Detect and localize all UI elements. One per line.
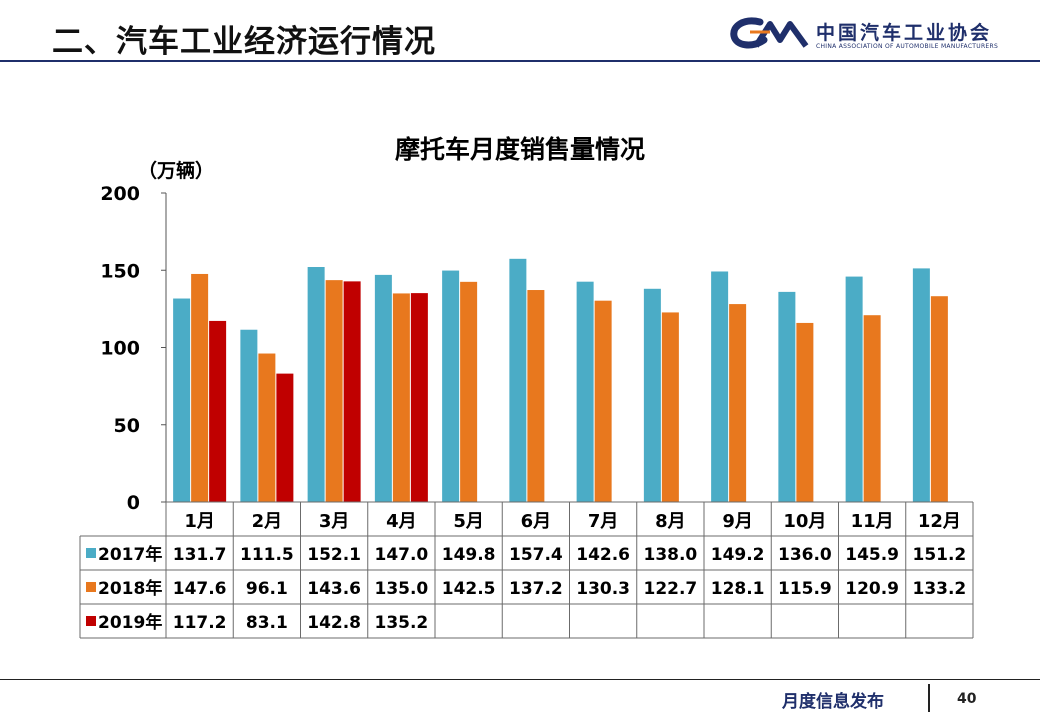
- bar: [912, 268, 930, 502]
- data-label: 135.2: [374, 613, 428, 633]
- logo-subtitle: CHINA ASSOCIATION OF AUTOMOBILE MANUFACT…: [816, 43, 999, 50]
- bar: [594, 300, 612, 502]
- footer-separator: [928, 684, 930, 712]
- y-axis-unit-label: （万辆）: [138, 160, 215, 182]
- y-tick-label: 200: [100, 183, 140, 205]
- data-label: 137.2: [509, 579, 563, 599]
- data-label: 131.7: [173, 545, 227, 565]
- data-label: 152.1: [307, 545, 361, 565]
- bar: [307, 267, 325, 502]
- page-title: 二、汽车工业经济运行情况: [52, 24, 436, 60]
- data-label: 143.6: [307, 579, 361, 599]
- data-label: 115.9: [778, 579, 832, 599]
- data-label: 147.0: [374, 545, 428, 565]
- x-tick-label: 7月: [588, 511, 619, 532]
- caam-logo-icon: [730, 17, 809, 49]
- bar: [173, 298, 191, 502]
- y-tick-label: 50: [114, 415, 140, 437]
- x-tick-label: 3月: [319, 511, 350, 532]
- bar: [258, 353, 276, 502]
- y-tick-label: 100: [100, 338, 140, 360]
- data-label: 142.6: [576, 545, 630, 565]
- bar: [509, 258, 527, 502]
- data-label: 151.2: [912, 545, 966, 565]
- sales-chart: 0 50 100 150 200 1月 2月 3月 4月 5月 6月 7月 8月 9月 10月 11月 12月 2…: [79, 183, 974, 639]
- data-label: 157.4: [509, 545, 563, 565]
- bar: [845, 276, 863, 502]
- bar: [325, 280, 343, 502]
- data-label: 133.2: [912, 579, 966, 599]
- x-tick-label: 6月: [521, 511, 552, 532]
- data-label: 117.2: [173, 613, 227, 633]
- bar: [392, 293, 410, 502]
- bar: [643, 288, 661, 502]
- legend-swatch: [86, 616, 96, 626]
- x-tick-label: 9月: [722, 511, 753, 532]
- data-label: 136.0: [778, 545, 832, 565]
- x-tick-label: 12月: [918, 511, 961, 532]
- x-tick-label: 2月: [252, 511, 283, 532]
- data-label: 142.5: [442, 579, 496, 599]
- bar: [576, 281, 594, 502]
- bar: [410, 293, 428, 502]
- data-label: 147.6: [173, 579, 227, 599]
- bar: [460, 281, 478, 502]
- data-label: 145.9: [845, 545, 899, 565]
- bar: [711, 271, 729, 502]
- data-label: 130.3: [576, 579, 630, 599]
- chart-title: 摩托车月度销售量情况: [394, 135, 645, 164]
- bar: [729, 304, 747, 502]
- footer-divider: [0, 679, 1040, 680]
- bar: [863, 315, 881, 502]
- data-label: 128.1: [711, 579, 765, 599]
- data-label: 83.1: [246, 613, 288, 633]
- y-tick-label: 0: [127, 492, 140, 514]
- data-label: 142.8: [307, 613, 361, 633]
- data-label: 122.7: [643, 579, 697, 599]
- legend-label: 2017年: [98, 544, 162, 565]
- x-tick-label: 1月: [184, 511, 215, 532]
- x-tick-label: 11月: [851, 511, 894, 532]
- data-label: 138.0: [643, 545, 697, 565]
- header-divider: [0, 60, 1040, 62]
- bar: [442, 270, 460, 502]
- data-label: 120.9: [845, 579, 899, 599]
- bar: [930, 296, 948, 502]
- page-number: 40: [957, 691, 977, 707]
- footer-text: 月度信息发布: [782, 692, 884, 712]
- data-label: 96.1: [246, 579, 288, 599]
- bar: [276, 373, 294, 502]
- data-label: 135.0: [374, 579, 428, 599]
- bar: [778, 291, 796, 502]
- bar: [191, 273, 209, 502]
- data-label: 149.2: [711, 545, 765, 565]
- legend-swatch: [86, 582, 96, 592]
- y-tick-label: 150: [100, 260, 140, 282]
- legend-swatch: [86, 548, 96, 558]
- data-label: 149.8: [442, 545, 496, 565]
- bar: [527, 290, 545, 502]
- legend-label: 2019年: [98, 612, 162, 633]
- bar: [209, 320, 227, 502]
- caam-logo: 中国汽车工业协会 CHINA ASSOCIATION OF AUTOMOBILE…: [730, 14, 1020, 54]
- x-tick-label: 5月: [453, 511, 484, 532]
- data-label: 111.5: [240, 545, 294, 565]
- bar: [796, 322, 814, 502]
- legend-label: 2018年: [98, 578, 162, 599]
- x-tick-label: 8月: [655, 511, 686, 532]
- x-tick-label: 4月: [386, 511, 417, 532]
- bar: [661, 312, 679, 502]
- x-tick-label: 10月: [783, 511, 826, 532]
- logo-name: 中国汽车工业协会: [816, 22, 993, 44]
- bar: [374, 274, 392, 502]
- bar: [343, 281, 361, 502]
- bar: [240, 329, 258, 502]
